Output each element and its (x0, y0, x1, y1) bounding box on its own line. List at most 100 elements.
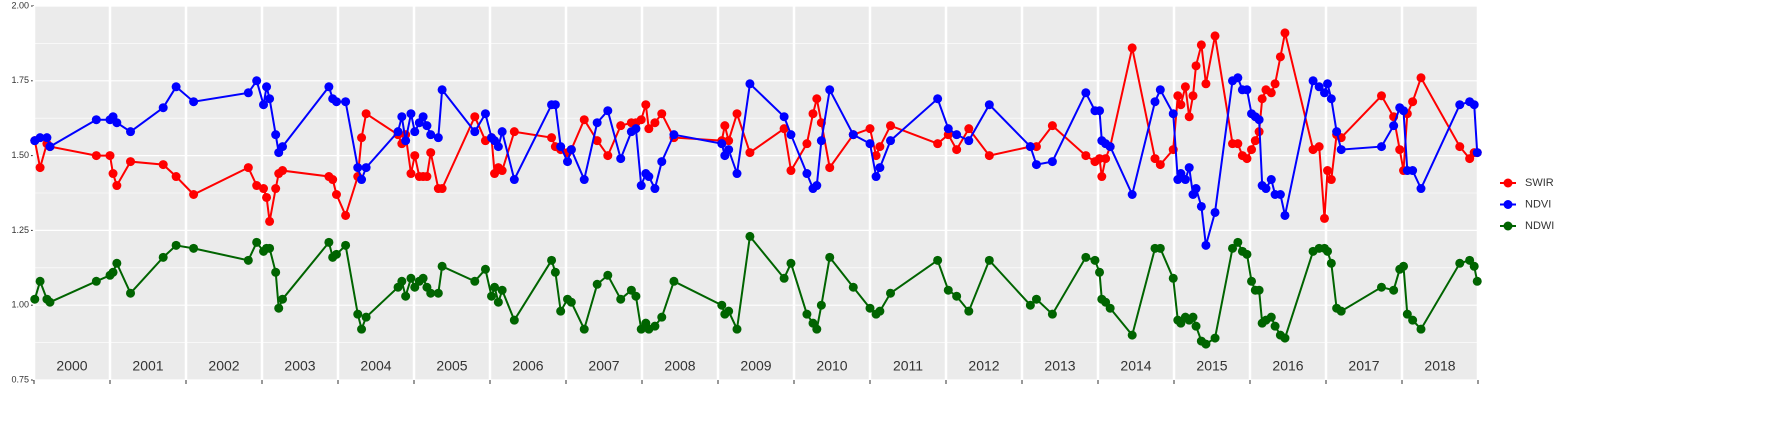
point (724, 136, 734, 146)
year-label: 2006 (512, 358, 543, 374)
point (410, 151, 420, 161)
point (1210, 31, 1220, 41)
point (1233, 139, 1243, 149)
year-label: 2018 (1424, 358, 1455, 374)
point (1168, 109, 1178, 119)
point (470, 127, 480, 137)
point (657, 157, 667, 167)
point (487, 291, 497, 301)
year-label: 2007 (588, 358, 619, 374)
point (745, 148, 755, 158)
point (644, 124, 654, 134)
point (1233, 237, 1243, 247)
point (324, 237, 334, 247)
point (1266, 175, 1276, 185)
point (1323, 166, 1333, 176)
point (886, 288, 896, 298)
point (105, 151, 115, 161)
point (418, 273, 428, 283)
point (112, 181, 122, 191)
point (35, 133, 45, 143)
point (353, 163, 363, 173)
point (812, 324, 822, 334)
point (875, 142, 885, 152)
point (91, 115, 101, 125)
point (779, 273, 789, 283)
point (1376, 91, 1386, 101)
point (579, 175, 589, 185)
point (1191, 321, 1201, 331)
point (1047, 157, 1057, 167)
point (470, 112, 480, 122)
legend-key-point (1503, 221, 1513, 231)
point (808, 109, 818, 119)
point (91, 276, 101, 286)
point (865, 303, 875, 313)
point (802, 309, 812, 319)
point (1025, 142, 1035, 152)
point (592, 136, 602, 146)
point (410, 127, 420, 137)
y-tick-label: 1.75 (11, 75, 29, 85)
point (158, 160, 168, 170)
point (1275, 189, 1285, 199)
point (1188, 312, 1198, 322)
point (126, 288, 136, 298)
point (1270, 79, 1280, 89)
point (1319, 88, 1329, 98)
point (1201, 79, 1211, 89)
point (786, 130, 796, 140)
point (397, 276, 407, 286)
point (745, 231, 755, 241)
point (603, 151, 613, 161)
point (952, 291, 962, 301)
point (732, 109, 742, 119)
point (1254, 115, 1264, 125)
point (1155, 160, 1165, 170)
point (1095, 267, 1105, 277)
point (1336, 306, 1346, 316)
point (732, 324, 742, 334)
point (724, 306, 734, 316)
point (1332, 127, 1342, 137)
point (1127, 43, 1137, 53)
point (1314, 82, 1324, 92)
point (171, 172, 181, 182)
point (1031, 294, 1041, 304)
point (418, 112, 428, 122)
point (112, 258, 122, 268)
point (361, 109, 371, 119)
point (158, 103, 168, 113)
point (262, 192, 272, 202)
point (1196, 40, 1206, 50)
point (274, 303, 284, 313)
point (1455, 142, 1465, 152)
point (401, 291, 411, 301)
point (493, 297, 503, 307)
point (1191, 61, 1201, 71)
point (943, 124, 953, 134)
point (1270, 321, 1280, 331)
point (189, 243, 199, 253)
point (1254, 285, 1264, 295)
point (1389, 121, 1399, 131)
point (669, 130, 679, 140)
point (802, 169, 812, 179)
point (1395, 145, 1405, 155)
point (470, 276, 480, 286)
point (650, 321, 660, 331)
point (616, 121, 626, 131)
point (278, 166, 288, 176)
year-label: 2009 (740, 358, 771, 374)
point (1472, 148, 1482, 158)
y-tick-label: 0.75 (11, 374, 29, 384)
point (108, 267, 118, 277)
point (1399, 106, 1409, 116)
point (1196, 201, 1206, 211)
point (603, 106, 613, 116)
point (108, 169, 118, 179)
point (1031, 160, 1041, 170)
point (1155, 85, 1165, 95)
point (422, 172, 432, 182)
point (631, 124, 641, 134)
